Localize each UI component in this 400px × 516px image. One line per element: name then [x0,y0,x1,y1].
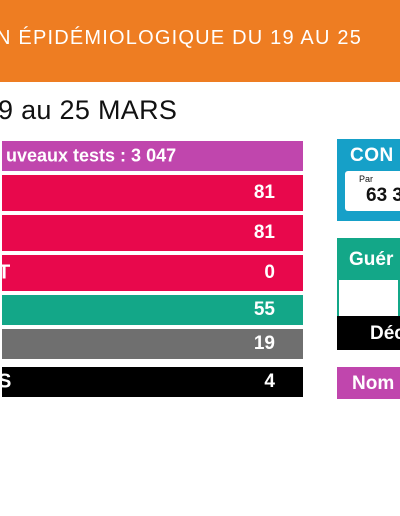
row-stat-d: 55 [0,293,305,327]
row-stat-b: 81 [0,213,305,253]
confirmed-card-value: 63 3 [366,185,400,206]
row-stat-c-label: T [2,262,10,285]
header-banner: N ÉPIDÉMIOLOGIQUE DU 19 AU 25 [0,0,400,82]
row-stat-d-value: 55 [253,299,275,320]
row-stat-e: 19 [0,327,305,361]
confirmed-card-subtitle: Par [359,174,374,184]
banner-title: N ÉPIDÉMIOLOGIQUE DU 19 AU 25 [0,27,363,49]
confirmed-panel-title: CON [350,145,394,166]
row-stat-f-label: S [2,371,11,394]
row-stat-e-value: 19 [253,333,275,354]
recovered-panel-body [337,280,400,316]
row-stat-c: T 0 [0,253,305,293]
row-stat-a: 81 [0,173,305,213]
count-panel-title: Nom [352,373,395,394]
recovered-panel-header: Guér [337,238,400,280]
count-panel: Nom [337,367,400,399]
row-stat-f: S 4 [0,365,305,399]
confirmed-panel: CON Par 63 3 [337,139,400,221]
recovered-panel-title: Guér [349,249,394,270]
deaths-panel: Déc [337,316,400,350]
row-stat-c-value: 0 [264,262,275,283]
row-new-tests: uveaux tests : 3 047 [0,139,305,173]
row-new-tests-label: uveaux tests : 3 047 [6,145,177,166]
deaths-panel-title: Déc [370,323,400,344]
row-stat-b-value: 81 [253,222,275,243]
confirmed-card: Par 63 3 [345,171,400,211]
period-title: 9 au 25 MARS [0,95,178,125]
row-stat-a-value: 81 [253,182,275,203]
row-stat-f-value: 4 [264,371,275,392]
